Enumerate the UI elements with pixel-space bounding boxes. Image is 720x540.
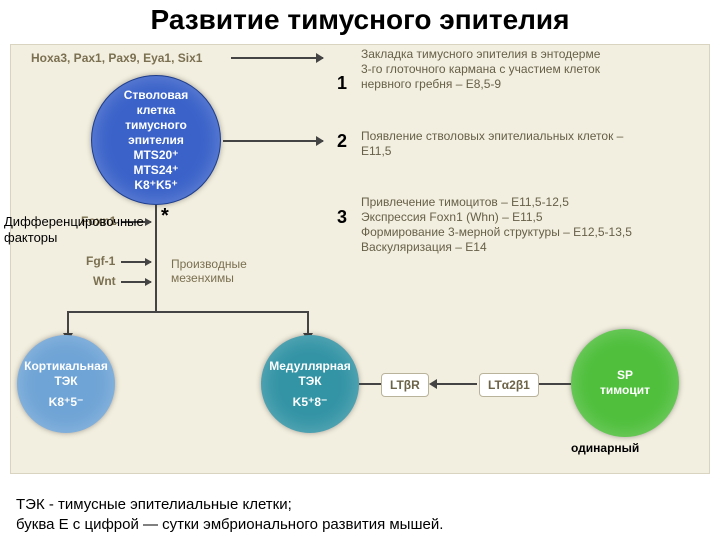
step2-text: Появление стволовых эпителиальных клеток… <box>361 129 701 159</box>
diagram: Hoxa3, Pax1, Pax9, Eya1, Six1 1 Закладка… <box>10 44 710 474</box>
page-title: Развитие тимусного эпителия <box>0 4 720 36</box>
footer: ТЭК - тимусные эпителиальные клетки; бук… <box>16 495 443 534</box>
step3-text: Привлечение тимоцитов – E11,5-12,5 Экспр… <box>361 195 701 255</box>
step2-number: 2 <box>337 131 347 152</box>
arrow-step2 <box>223 140 323 142</box>
step1-text: Закладка тимусного эпителия в энтодерме … <box>361 47 701 92</box>
lt-receptor: LTβR <box>381 373 429 397</box>
foxn1-star: * <box>161 205 169 228</box>
vline-cortical <box>67 311 69 335</box>
footer-line1: ТЭК - тимусные эпителиальные клетки; <box>16 496 292 513</box>
arrow-lt <box>435 383 477 385</box>
cell-sp: SPтимоцит <box>571 329 679 437</box>
arrow-wnt <box>121 281 151 283</box>
lt-ligand: LTα2β1 <box>479 373 539 397</box>
cell-cortical: КортикальнаяТЭКK8⁺5⁻ <box>17 335 115 433</box>
vline-medullary <box>307 311 309 335</box>
line-med-ltr <box>359 383 381 385</box>
step1-number: 1 <box>337 73 347 94</box>
factors-side-label: Дифференцировочные факторы <box>2 214 152 245</box>
sp-single-label: одинарный <box>571 441 639 455</box>
genes-list: Hoxa3, Pax1, Pax9, Eya1, Six1 <box>31 51 202 65</box>
line-lt-sp <box>539 383 571 385</box>
vline-main <box>155 205 157 313</box>
arrow-genes <box>231 57 323 59</box>
arrowhead-lt <box>429 379 437 389</box>
stem-cell: СтволоваяклеткатимусногоэпителияMTS20⁺MT… <box>91 75 221 205</box>
mesenchyme-label: Производные мезенхимы <box>171 257 247 285</box>
arrow-fgf <box>121 261 151 263</box>
factor-wnt: Wnt <box>93 274 116 288</box>
cell-medullary: МедуллярнаяТЭКK5⁺8⁻ <box>261 335 359 433</box>
split-h <box>67 311 309 313</box>
footer-line2: буква Е с цифрой — сутки эмбрионального … <box>16 516 443 533</box>
step3-number: 3 <box>337 207 347 228</box>
factor-fgf: Fgf-1 <box>86 254 115 268</box>
